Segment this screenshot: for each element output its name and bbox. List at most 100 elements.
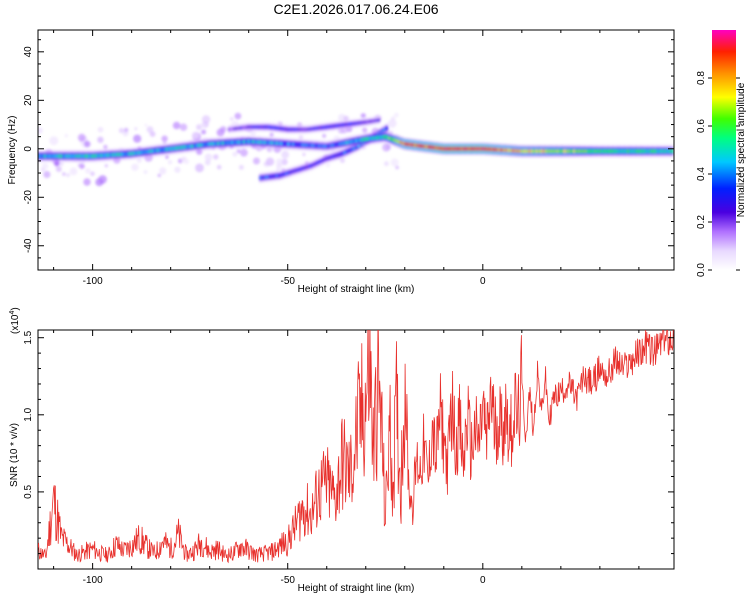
spectrogram-speckle: [388, 119, 397, 128]
spectrogram-speckle: [131, 163, 139, 171]
spectrogram-speckle: [362, 127, 368, 133]
colorbar-ticks: 0.0 0.2 0.4 0.6 0.8: [696, 71, 740, 277]
spectrogram-speckle: [43, 170, 51, 179]
snr-multiplier: (x104): [9, 307, 21, 334]
spectrogram-speckle: [236, 149, 241, 154]
spectrogram-speckle: [55, 166, 62, 172]
spectrogram-speckle: [69, 167, 78, 176]
spectrogram-speckle: [90, 171, 95, 177]
spectrogram-speckle: [390, 158, 399, 167]
spectrogram-speckle: [103, 144, 108, 150]
colorbar-tick-label: 0.8: [696, 71, 707, 85]
snr-line: [38, 330, 674, 564]
colorbar-tick-label: 0.4: [696, 167, 707, 181]
spectrogram-speckle: [134, 127, 138, 131]
spectrogram-speckle: [38, 127, 43, 134]
x-tick-label: 0: [480, 276, 486, 287]
spectrogram-speckle: [159, 167, 167, 175]
spectrogram-x-label: Height of straight line (km): [298, 284, 415, 295]
spectrogram-speckle: [83, 178, 91, 186]
spectrogram-speckle: [213, 154, 219, 160]
spectrogram-speckle: [143, 170, 148, 174]
spectrogram-speckle: [49, 136, 59, 146]
y-tick-label: 1.5: [23, 330, 34, 344]
spectrogram-speckle: [165, 155, 169, 159]
spectrogram-speckle: [85, 167, 91, 174]
spectrogram-y-label: Frequency (Hz): [7, 116, 18, 185]
spectrogram-speckle: [179, 123, 188, 131]
spectrogram-speckle: [195, 163, 204, 173]
spectrogram-speckle: [340, 158, 345, 164]
spectrogram-speckle: [232, 151, 238, 157]
spectrogram-speckle: [136, 158, 142, 163]
spectrogram-speckle: [157, 173, 161, 178]
x-tick-label: -100: [83, 276, 103, 287]
spectrogram-speckle: [298, 135, 304, 140]
chart-title: C2E1.2026.017.06.24.E06: [273, 1, 438, 17]
spectrogram-speckle: [234, 112, 242, 120]
y-tick-label: 0: [23, 146, 34, 152]
spectrogram-speckle: [66, 173, 70, 178]
spectrogram-speckle: [390, 116, 396, 121]
spectrogram-speckle: [41, 167, 45, 172]
spectrogram-main-band-core: [671, 149, 674, 154]
spectrogram-panel: -100 -50 0 -40 -20 0 20 40 Height of straight l…: [7, 29, 675, 295]
spectrogram-speckle: [382, 143, 391, 152]
spectrogram-speckle: [133, 134, 142, 143]
y-tick-label: -20: [23, 190, 34, 205]
spectrogram-speckle: [265, 157, 275, 166]
spectrogram-speckle: [180, 156, 188, 163]
spectrogram-speckle: [64, 134, 69, 138]
spectrogram-speckle: [124, 127, 129, 133]
spectrogram-speckle: [238, 164, 244, 170]
spectrogram-ticks: -100 -50 0 -40 -20 0 20 40: [23, 30, 674, 287]
spectrogram-speckle: [216, 164, 222, 170]
spectrogram-speckle: [394, 112, 399, 118]
spectrogram-speckle: [97, 136, 104, 143]
y-tick-label: 1.0: [23, 407, 34, 421]
spectrogram-speckle: [201, 115, 211, 124]
spectrogram-speckle: [384, 161, 389, 167]
x-tick-label: -50: [280, 575, 295, 586]
spectrogram-speckle: [144, 123, 148, 127]
colorbar: 0.0 0.2 0.4 0.6 0.8 Normalized spectral ampl…: [696, 30, 747, 277]
snr-panel: -100 -50 0 0.5 1.0 1.5 Height of straight lin…: [9, 307, 675, 594]
y-tick-label: -40: [23, 238, 34, 253]
y-tick-label: 0.5: [23, 485, 34, 499]
snr-ticks: -100 -50 0 0.5 1.0 1.5: [23, 330, 674, 586]
spectrogram-speckle: [281, 150, 290, 159]
spectrogram-speckle: [174, 166, 181, 173]
spectrogram-speckle: [172, 121, 181, 130]
spectrogram-speckle: [104, 164, 108, 168]
y-tick-label: 40: [23, 46, 34, 58]
spectrogram-speckle: [276, 158, 284, 166]
spectrogram-speckle: [167, 160, 173, 165]
spectrogram-speckle: [220, 126, 227, 133]
x-tick-label: -50: [280, 276, 295, 287]
spectrogram-frame: [37, 29, 675, 271]
spectrogram-speckle: [191, 131, 200, 139]
spectrogram-speckle: [200, 122, 206, 129]
spectrogram-speckle: [149, 131, 156, 138]
spectrogram-speckle: [240, 148, 248, 157]
snr-multiplier-exp: 4: [9, 311, 16, 315]
spectrogram-speckle: [95, 178, 104, 187]
spectrogram-speckle: [322, 133, 327, 138]
colorbar-label: Normalized spectral amplitude: [736, 82, 747, 217]
x-tick-label: -100: [83, 575, 103, 586]
spectrogram-speckle: [146, 126, 154, 133]
spectrogram-speckle: [269, 132, 274, 137]
spectrogram-speckle: [281, 158, 288, 166]
spectrogram-speckle: [118, 127, 124, 134]
spectrogram-speckle: [83, 140, 91, 148]
spectrogram-speckle: [161, 135, 168, 142]
colorbar-gradient: [712, 30, 736, 270]
spectrogram-speckle: [253, 157, 260, 165]
spectrogram-upper-band-core: [377, 118, 381, 122]
spectrogram-speckle: [201, 129, 207, 135]
spectrogram-speckle: [395, 165, 399, 170]
snr-x-label: Height of straight line (km): [298, 583, 415, 594]
snr-y-label: SNR (10 * v/v): [9, 423, 20, 487]
spectrogram-speckle: [204, 159, 211, 166]
